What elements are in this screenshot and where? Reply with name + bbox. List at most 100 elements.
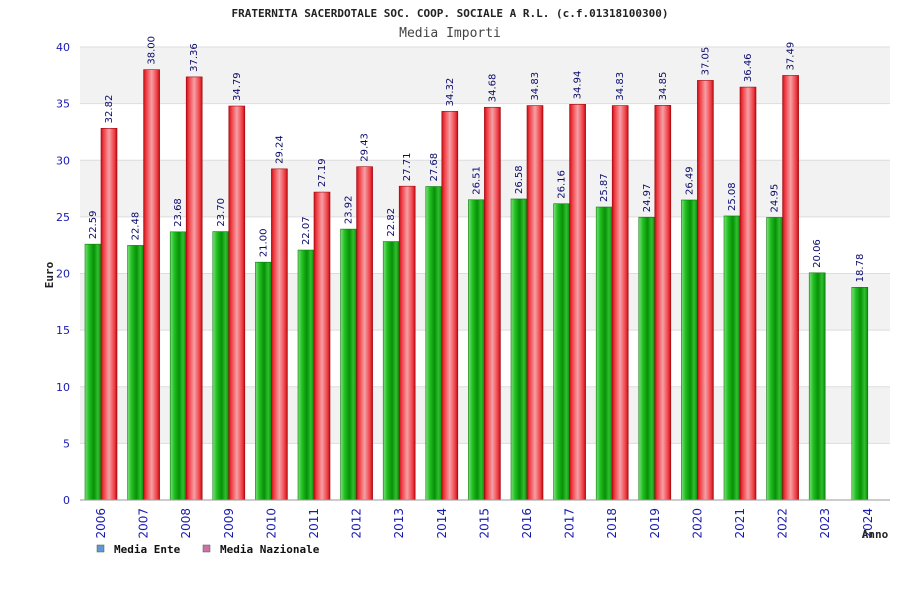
y-tick-label: 15 xyxy=(56,324,70,337)
bar-media-ente-2012 xyxy=(340,228,357,501)
data-label-media-ente-2016: 26.58 xyxy=(514,165,525,194)
data-label-media-nazionale-2021: 36.46 xyxy=(743,53,754,82)
bar-media-ente-2018 xyxy=(595,206,613,501)
legend-label-media-ente: Media Ente xyxy=(114,543,181,556)
bar-media-nazionale-2017 xyxy=(569,104,586,501)
bar-media-nazionale-2020 xyxy=(697,80,714,501)
data-label-media-nazionale-2006: 32.82 xyxy=(104,95,115,124)
y-tick-label: 30 xyxy=(56,154,70,167)
data-label-media-nazionale-2007: 38.00 xyxy=(147,36,158,65)
data-label-media-nazionale-2016: 34.83 xyxy=(530,72,541,101)
y-tick-label: 5 xyxy=(63,437,70,450)
chart-subtitle: Media Importi xyxy=(399,26,501,41)
bar-media-ente-2019 xyxy=(638,216,656,501)
bar-media-nazionale-2010 xyxy=(271,168,288,501)
data-label-media-ente-2022: 24.95 xyxy=(770,184,781,213)
data-label-media-nazionale-2019: 34.85 xyxy=(658,72,669,101)
data-label-media-ente-2009: 23.70 xyxy=(216,198,227,227)
x-tick-label-2015: 2015 xyxy=(477,508,491,539)
x-tick-label-2024: 2024 xyxy=(861,508,875,539)
bar-media-ente-2013 xyxy=(382,241,400,501)
bar-media-ente-2009 xyxy=(212,231,230,501)
bar-media-ente-2023 xyxy=(808,272,826,501)
x-tick-label-2019: 2019 xyxy=(648,508,662,539)
data-label-media-nazionale-2011: 27.19 xyxy=(317,158,328,187)
bar-media-ente-2017 xyxy=(553,203,570,501)
bar-media-ente-2014 xyxy=(425,186,443,501)
data-label-media-nazionale-2022: 37.49 xyxy=(786,42,797,71)
legend-item-media-ente: Media Ente xyxy=(96,543,181,556)
bar-media-ente-2020 xyxy=(681,199,698,501)
bar-media-ente-2022 xyxy=(766,217,783,501)
x-tick-label-2017: 2017 xyxy=(563,508,577,539)
bar-media-nazionale-2011 xyxy=(313,191,331,501)
legend-swatch-media-ente xyxy=(96,544,105,553)
data-label-media-nazionale-2012: 29.43 xyxy=(360,133,371,162)
bar-media-nazionale-2012 xyxy=(356,166,373,501)
y-tick-label: 20 xyxy=(56,268,70,281)
data-label-media-ente-2024: 18.78 xyxy=(855,254,866,283)
legend-label-media-nazionale: Media Nazionale xyxy=(220,543,320,556)
y-tick-label: 40 xyxy=(56,41,70,54)
bar-media-nazionale-2009 xyxy=(228,105,246,501)
x-tick-label-2014: 2014 xyxy=(435,508,449,539)
data-labels: 22.59 32.82 22.48 38.00 23.68 37.36 23.70 34.79… xyxy=(88,36,866,282)
y-axis-ticks: 0 5 10 15 20 25 30 35 40 xyxy=(56,41,70,507)
x-tick-label-2023: 2023 xyxy=(818,508,832,539)
x-tick-label-2009: 2009 xyxy=(222,508,236,539)
x-tick-label-2016: 2016 xyxy=(520,508,534,539)
bar-media-nazionale-2015 xyxy=(484,106,501,501)
x-tick-label-2012: 2012 xyxy=(350,508,364,539)
x-tick-label-2013: 2013 xyxy=(392,508,406,539)
x-axis-ticks: 2006 2007 2008 2009 2010 2011 2012 2013 2014 2015… xyxy=(94,508,875,539)
data-label-media-nazionale-2018: 34.83 xyxy=(615,72,626,101)
data-label-media-nazionale-2010: 29.24 xyxy=(274,135,285,164)
data-label-media-ente-2012: 23.92 xyxy=(344,195,355,224)
x-tick-label-2011: 2011 xyxy=(307,508,321,539)
data-label-media-ente-2017: 26.16 xyxy=(557,170,568,199)
y-tick-label: 10 xyxy=(56,381,70,394)
bar-media-nazionale-2007 xyxy=(143,69,160,501)
y-tick-label: 35 xyxy=(56,98,70,111)
data-label-media-ente-2006: 22.59 xyxy=(88,211,99,240)
bar-media-ente-2010 xyxy=(255,261,272,501)
bar-media-ente-2006 xyxy=(84,243,102,501)
data-label-media-ente-2014: 27.68 xyxy=(429,153,440,182)
bar-media-ente-2015 xyxy=(468,199,485,501)
legend-item-media-nazionale: Media Nazionale xyxy=(202,543,320,556)
bar-media-nazionale-2019 xyxy=(654,105,672,501)
data-label-media-ente-2008: 23.68 xyxy=(173,198,184,227)
y-tick-label: 0 xyxy=(63,494,70,507)
data-label-media-ente-2021: 25.08 xyxy=(727,182,738,211)
x-tick-label-2010: 2010 xyxy=(264,508,278,539)
y-axis-label: Euro xyxy=(43,261,56,288)
data-label-media-ente-2020: 26.49 xyxy=(684,166,695,195)
bar-media-nazionale-2021 xyxy=(739,86,757,501)
data-label-media-nazionale-2009: 34.79 xyxy=(232,72,243,101)
data-label-media-nazionale-2008: 37.36 xyxy=(189,43,200,72)
data-label-media-nazionale-2014: 34.32 xyxy=(445,78,456,107)
legend-swatch-media-nazionale xyxy=(202,544,211,553)
data-label-media-nazionale-2017: 34.94 xyxy=(573,71,584,100)
data-label-media-ente-2019: 24.97 xyxy=(642,184,653,213)
bar-media-ente-2021 xyxy=(723,215,741,501)
x-axis-label: Anno xyxy=(862,528,889,541)
bar-media-ente-2007 xyxy=(127,245,144,501)
data-label-media-nazionale-2013: 27.71 xyxy=(402,153,413,182)
bar-media-ente-2016 xyxy=(510,198,528,501)
bar-media-nazionale-2018 xyxy=(611,105,629,501)
data-label-media-nazionale-2020: 37.05 xyxy=(700,47,711,76)
bar-media-nazionale-2006 xyxy=(100,128,118,501)
bar-media-nazionale-2016 xyxy=(526,105,544,501)
x-tick-label-2020: 2020 xyxy=(690,508,704,539)
data-label-media-ente-2015: 26.51 xyxy=(471,166,482,195)
data-label-media-ente-2010: 21.00 xyxy=(258,229,269,258)
bar-media-ente-2024 xyxy=(851,287,869,501)
data-label-media-ente-2007: 22.48 xyxy=(131,212,142,241)
x-tick-label-2006: 2006 xyxy=(94,508,108,539)
bar-media-nazionale-2013 xyxy=(398,185,416,501)
y-tick-label: 25 xyxy=(56,211,70,224)
data-label-media-ente-2011: 22.07 xyxy=(301,216,312,245)
data-label-media-nazionale-2015: 34.68 xyxy=(487,74,498,103)
